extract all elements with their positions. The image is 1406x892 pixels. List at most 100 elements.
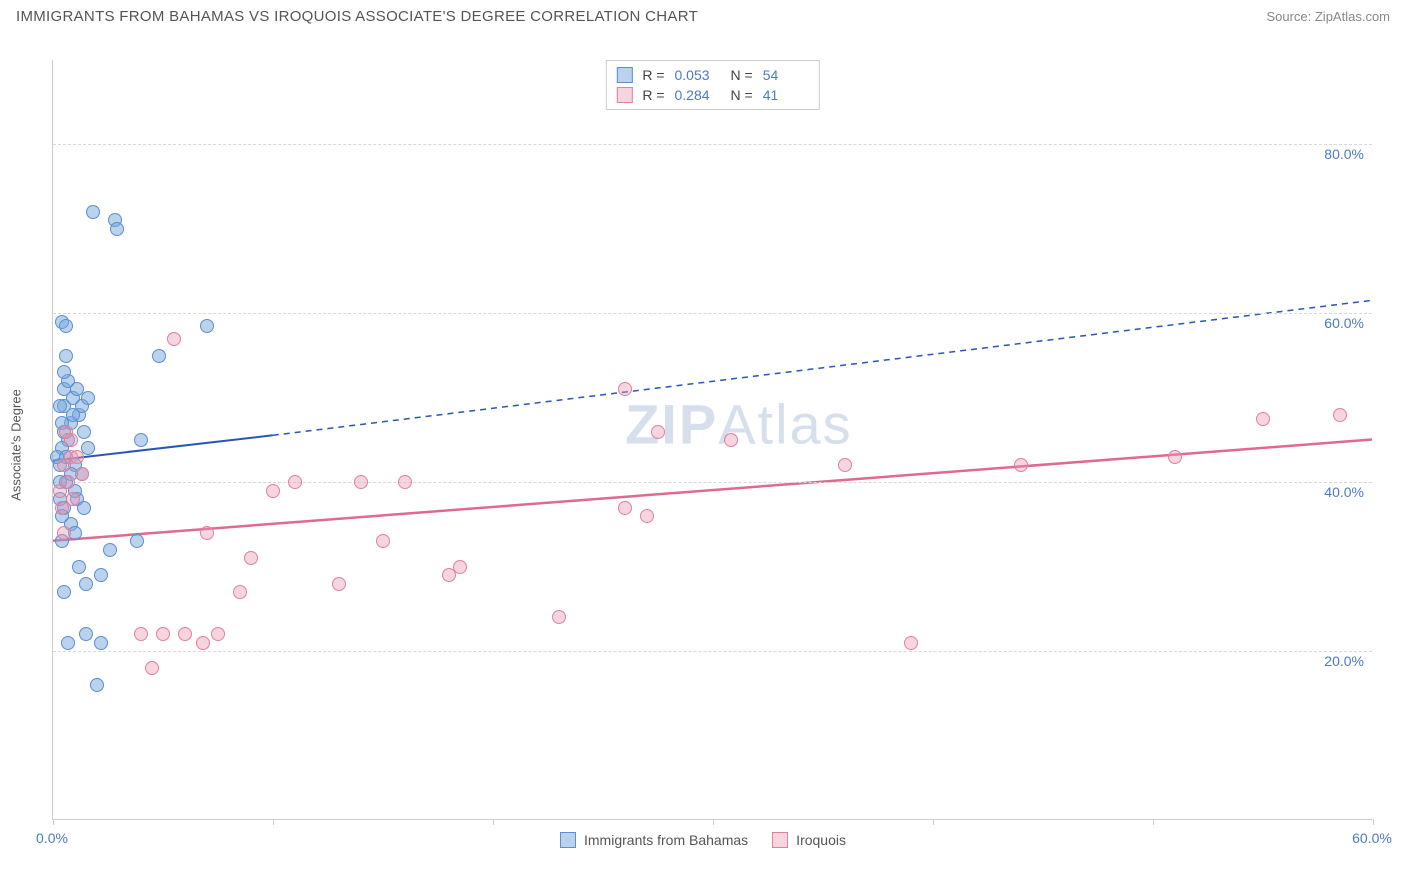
- y-tick-label: 60.0%: [1324, 315, 1364, 331]
- title-bar: IMMIGRANTS FROM BAHAMAS VS IROQUOIS ASSO…: [0, 0, 1406, 29]
- scatter-point-iroquois: [167, 332, 181, 346]
- scatter-point-bahamas: [79, 627, 93, 641]
- legend-top-box: R = 0.053 N = 54 R = 0.284 N = 41: [605, 60, 819, 110]
- scatter-point-bahamas: [72, 560, 86, 574]
- scatter-point-bahamas: [94, 568, 108, 582]
- legend-n-value-2: 41: [763, 87, 809, 103]
- legend-top-row-1: R = 0.053 N = 54: [616, 65, 808, 85]
- scatter-point-iroquois: [156, 627, 170, 641]
- scatter-point-iroquois: [1256, 412, 1270, 426]
- legend-n-value-1: 54: [763, 67, 809, 83]
- scatter-point-iroquois: [75, 467, 89, 481]
- scatter-point-iroquois: [244, 551, 258, 565]
- scatter-point-iroquois: [233, 585, 247, 599]
- scatter-point-bahamas: [77, 501, 91, 515]
- legend-top-row-2: R = 0.284 N = 41: [616, 85, 808, 105]
- x-tick-mark: [1373, 819, 1374, 825]
- scatter-point-bahamas: [61, 636, 75, 650]
- scatter-point-iroquois: [552, 610, 566, 624]
- x-tick-mark: [713, 819, 714, 825]
- scatter-point-bahamas: [200, 319, 214, 333]
- scatter-point-iroquois: [453, 560, 467, 574]
- scatter-point-iroquois: [178, 627, 192, 641]
- scatter-point-iroquois: [57, 526, 71, 540]
- scatter-point-iroquois: [651, 425, 665, 439]
- scatter-point-iroquois: [640, 509, 654, 523]
- scatter-point-iroquois: [904, 636, 918, 650]
- scatter-point-bahamas: [70, 382, 84, 396]
- legend-bottom-label-2: Iroquois: [796, 832, 846, 848]
- y-tick-label: 20.0%: [1324, 653, 1364, 669]
- scatter-point-iroquois: [332, 577, 346, 591]
- x-tick-label: 0.0%: [36, 830, 68, 846]
- chart-container: Associate's Degree R = 0.053 N = 54 R = …: [16, 40, 1390, 850]
- scatter-point-iroquois: [618, 501, 632, 515]
- y-tick-label: 40.0%: [1324, 484, 1364, 500]
- scatter-point-iroquois: [53, 484, 67, 498]
- gridline-h: [53, 144, 1372, 145]
- scatter-point-bahamas: [53, 399, 67, 413]
- x-tick-mark: [53, 819, 54, 825]
- scatter-point-bahamas: [90, 678, 104, 692]
- legend-bottom: Immigrants from Bahamas Iroquois: [560, 832, 846, 848]
- legend-bottom-swatch-blue: [560, 832, 576, 848]
- scatter-point-iroquois: [196, 636, 210, 650]
- gridline-h: [53, 651, 1372, 652]
- legend-bottom-swatch-pink: [772, 832, 788, 848]
- scatter-point-iroquois: [398, 475, 412, 489]
- scatter-point-bahamas: [59, 319, 73, 333]
- plot-area: R = 0.053 N = 54 R = 0.284 N = 41 ZIPAtl…: [52, 60, 1372, 820]
- legend-bottom-item-1: Immigrants from Bahamas: [560, 832, 748, 848]
- scatter-point-bahamas: [77, 425, 91, 439]
- scatter-point-bahamas: [130, 534, 144, 548]
- scatter-point-bahamas: [59, 349, 73, 363]
- scatter-point-iroquois: [145, 661, 159, 675]
- watermark-rest: Atlas: [718, 393, 853, 456]
- watermark-bold: ZIP: [625, 393, 718, 456]
- legend-r-label-1: R =: [642, 67, 664, 83]
- legend-r-value-1: 0.053: [675, 67, 721, 83]
- y-tick-label: 80.0%: [1324, 146, 1364, 162]
- scatter-point-iroquois: [376, 534, 390, 548]
- scatter-point-iroquois: [211, 627, 225, 641]
- scatter-point-bahamas: [103, 543, 117, 557]
- trendline: [273, 300, 1372, 435]
- scatter-point-bahamas: [81, 391, 95, 405]
- scatter-point-iroquois: [288, 475, 302, 489]
- scatter-point-iroquois: [70, 450, 84, 464]
- legend-swatch-pink: [616, 87, 632, 103]
- gridline-h: [53, 482, 1372, 483]
- x-tick-label: 60.0%: [1352, 830, 1392, 846]
- scatter-point-bahamas: [57, 585, 71, 599]
- x-tick-mark: [493, 819, 494, 825]
- scatter-point-iroquois: [724, 433, 738, 447]
- legend-r-value-2: 0.284: [675, 87, 721, 103]
- chart-title: IMMIGRANTS FROM BAHAMAS VS IROQUOIS ASSO…: [16, 8, 698, 25]
- scatter-point-iroquois: [1333, 408, 1347, 422]
- legend-n-label-2: N =: [731, 87, 753, 103]
- scatter-point-bahamas: [94, 636, 108, 650]
- legend-n-label-1: N =: [731, 67, 753, 83]
- legend-r-label-2: R =: [642, 87, 664, 103]
- scatter-point-bahamas: [134, 433, 148, 447]
- legend-bottom-label-1: Immigrants from Bahamas: [584, 832, 748, 848]
- scatter-point-iroquois: [59, 425, 73, 439]
- scatter-point-iroquois: [200, 526, 214, 540]
- scatter-point-iroquois: [838, 458, 852, 472]
- scatter-point-iroquois: [266, 484, 280, 498]
- source-label: Source: ZipAtlas.com: [1266, 9, 1390, 24]
- scatter-point-iroquois: [618, 382, 632, 396]
- legend-bottom-item-2: Iroquois: [772, 832, 846, 848]
- scatter-point-iroquois: [66, 492, 80, 506]
- gridline-h: [53, 313, 1372, 314]
- x-tick-mark: [1153, 819, 1154, 825]
- scatter-point-bahamas: [110, 222, 124, 236]
- x-tick-mark: [933, 819, 934, 825]
- scatter-point-iroquois: [354, 475, 368, 489]
- trend-lines-svg: [53, 60, 1372, 819]
- scatter-point-bahamas: [86, 205, 100, 219]
- y-axis-title: Associate's Degree: [9, 389, 24, 501]
- scatter-point-bahamas: [57, 365, 71, 379]
- legend-swatch-blue: [616, 67, 632, 83]
- scatter-point-iroquois: [1014, 458, 1028, 472]
